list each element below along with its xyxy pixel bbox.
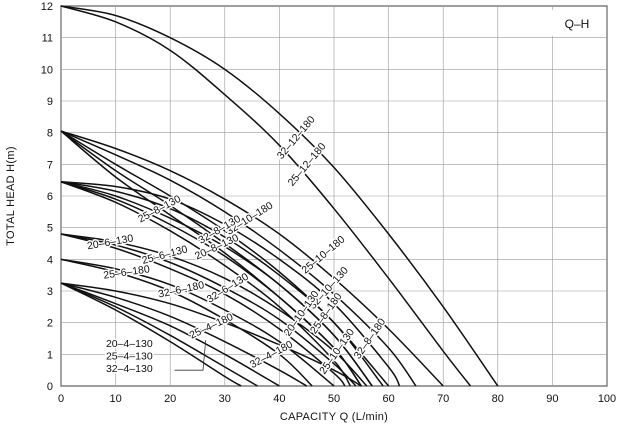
series-line xyxy=(60,258,313,387)
y-tick-label: 0 xyxy=(47,381,53,393)
curve-label-text: 20–4–130 xyxy=(106,338,153,350)
series-line xyxy=(60,130,444,387)
y-tick-label: 5 xyxy=(47,223,53,235)
y-tick-label: 8 xyxy=(47,128,53,140)
chart-title-box xyxy=(551,10,603,36)
y-tick-label: 1 xyxy=(47,349,53,361)
y-tick-label: 6 xyxy=(47,191,53,203)
series-line xyxy=(60,5,499,387)
x-tick-label: 70 xyxy=(437,393,449,405)
grid xyxy=(60,5,608,387)
y-tick-label: 11 xyxy=(42,33,53,45)
x-tick-label: 20 xyxy=(164,393,176,405)
series-line xyxy=(60,181,362,387)
y-tick-label: 4 xyxy=(47,254,53,266)
curve-label: 32–4–130 xyxy=(104,362,154,377)
series-line xyxy=(60,181,352,387)
series-line xyxy=(60,282,242,387)
y-tick-label: 7 xyxy=(47,159,53,171)
series-line xyxy=(60,181,401,387)
chart-title: Q–H xyxy=(565,17,590,31)
x-tick-label: 80 xyxy=(492,393,504,405)
series-line xyxy=(60,233,346,387)
curve-label-text: 25–4–130 xyxy=(106,350,153,362)
series-line xyxy=(60,282,308,387)
series-line xyxy=(60,130,417,387)
curve-label: 20–4–130 xyxy=(104,336,154,351)
curve-label: 25–4–130 xyxy=(104,349,154,364)
x-tick-label: 60 xyxy=(382,393,394,405)
x-tick-label: 30 xyxy=(219,393,231,405)
series-line xyxy=(60,130,390,387)
series-line xyxy=(60,5,472,387)
x-axis-title: CAPACITY Q (L/min) xyxy=(280,411,388,423)
x-tick-label: 90 xyxy=(546,393,558,405)
y-tick-label: 9 xyxy=(47,96,53,108)
curve-label-text: 32–4–130 xyxy=(106,363,153,375)
series-line xyxy=(60,282,280,387)
x-tick-labels: 0 10 20 30 40 50 60 70 80 90 100 xyxy=(58,393,616,405)
y-tick-label: 10 xyxy=(41,64,53,76)
series-line xyxy=(60,233,357,387)
y-tick-label: 12 xyxy=(41,1,53,13)
series-line xyxy=(60,282,362,387)
series-line xyxy=(60,233,368,387)
y-tick-label: 3 xyxy=(47,286,53,298)
series-line xyxy=(60,282,258,387)
x-tick-label: 0 xyxy=(58,393,64,405)
x-tick-label: 10 xyxy=(109,393,121,405)
y-tick-label: 2 xyxy=(47,318,53,330)
x-tick-label: 50 xyxy=(328,393,340,405)
x-tick-label: 40 xyxy=(273,393,285,405)
series-line xyxy=(60,181,373,387)
label-leader-line xyxy=(174,340,207,371)
y-axis-title: TOTAL HEAD H(m) xyxy=(5,146,17,246)
x-tick-label: 100 xyxy=(598,393,616,405)
curves xyxy=(60,5,499,387)
